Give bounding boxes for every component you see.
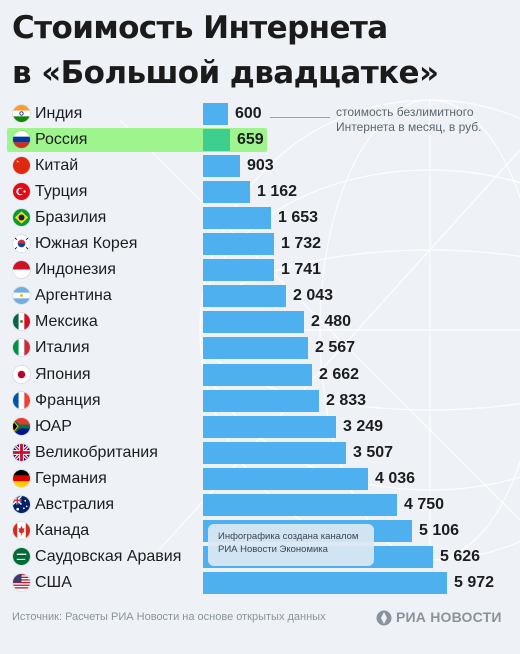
bar [203, 415, 336, 438]
bar [203, 311, 304, 334]
ria-logo-icon [376, 610, 392, 626]
value-label: 2 043 [293, 287, 334, 305]
value-label: 2 567 [315, 339, 356, 357]
usa-flag-icon [13, 573, 30, 591]
value-label: 1 162 [257, 183, 298, 201]
value-label: 5 106 [419, 521, 460, 539]
bar [203, 389, 319, 412]
category-label: Италия [35, 339, 90, 357]
page-title: Стоимость Интернета в «Большой двадцатке… [12, 6, 508, 96]
bar-chart: Индия 600 Россия 659 Китай 903 Турция 1 162 Браз… [0, 100, 520, 600]
value-label: 5 972 [454, 573, 495, 591]
logo-text: РИА НОВОСТИ [396, 609, 502, 625]
germany-flag-icon [13, 469, 30, 487]
bar [203, 571, 447, 594]
turkey-flag-icon [13, 183, 30, 201]
south-africa-flag-icon [13, 417, 30, 435]
saudi-arabia-flag-icon [13, 547, 30, 565]
ria-logo: РИА НОВОСТИ [376, 608, 506, 628]
category-label: Германия [35, 469, 107, 487]
category-label: Бразилия [35, 209, 107, 227]
info-box: Инфографика создана каналом РИА Новости … [208, 524, 374, 566]
bar [203, 155, 240, 178]
bar [203, 103, 228, 125]
china-flag-icon [13, 157, 30, 175]
south-korea-flag-icon [13, 235, 30, 253]
value-label: 659 [237, 131, 264, 149]
bar [203, 285, 286, 308]
value-label: 1 732 [281, 235, 322, 253]
bar [203, 493, 397, 516]
category-label: Индонезия [35, 261, 116, 279]
uk-flag-icon [13, 443, 30, 461]
category-label: США [35, 573, 72, 591]
title-line-2: в «Большой двадцатке» [12, 55, 439, 91]
bar [203, 363, 312, 386]
value-label: 600 [235, 105, 262, 122]
bar [203, 441, 346, 464]
category-label: Аргентина [35, 287, 112, 305]
india-flag-icon [13, 105, 30, 122]
mexico-flag-icon [13, 313, 30, 331]
value-label: 2 833 [326, 391, 367, 409]
category-label: Индия [35, 105, 83, 122]
annotation-note: стоимость безлимитного Интернета в месяц… [336, 105, 482, 134]
title-line-1: Стоимость Интернета [12, 10, 388, 46]
category-label: Саудовская Аравия [35, 547, 182, 565]
category-label: Великобритания [35, 443, 158, 461]
category-label: ЮАР [35, 417, 72, 435]
value-label: 2 662 [319, 365, 360, 383]
category-label: Россия [35, 131, 88, 149]
bar [203, 259, 274, 282]
indonesia-flag-icon [13, 261, 30, 279]
canada-flag-icon [13, 521, 30, 539]
brazil-flag-icon [13, 209, 30, 227]
france-flag-icon [13, 391, 30, 409]
value-label: 3 249 [343, 417, 384, 435]
italy-flag-icon [13, 339, 30, 357]
japan-flag-icon [13, 365, 30, 383]
bar [203, 467, 368, 490]
bar [203, 181, 250, 204]
source-note: Источник: Расчеты РИА Новости на основе … [12, 611, 326, 623]
bar [203, 207, 271, 230]
category-label: Япония [35, 365, 91, 383]
value-label: 2 480 [311, 313, 352, 331]
category-label: Турция [35, 183, 88, 201]
australia-flag-icon [13, 495, 30, 513]
bar [203, 129, 230, 152]
value-label: 1 653 [278, 209, 319, 227]
category-label: Франция [35, 391, 101, 409]
bar [203, 337, 308, 360]
category-label: Австралия [35, 495, 115, 513]
value-label: 4 036 [375, 469, 416, 487]
category-label: Канада [35, 521, 90, 539]
category-label: Мексика [35, 313, 98, 331]
annotation-leader-line [270, 117, 330, 118]
bar [203, 233, 274, 256]
category-label: Южная Корея [35, 235, 138, 253]
russia-flag-icon [13, 131, 30, 149]
value-label: 3 507 [353, 443, 394, 461]
category-label: Китай [35, 157, 79, 175]
value-label: 903 [247, 157, 274, 175]
value-label: 4 750 [404, 495, 445, 513]
value-label: 5 626 [440, 547, 481, 565]
argentina-flag-icon [13, 287, 30, 305]
value-label: 1 741 [281, 261, 322, 279]
